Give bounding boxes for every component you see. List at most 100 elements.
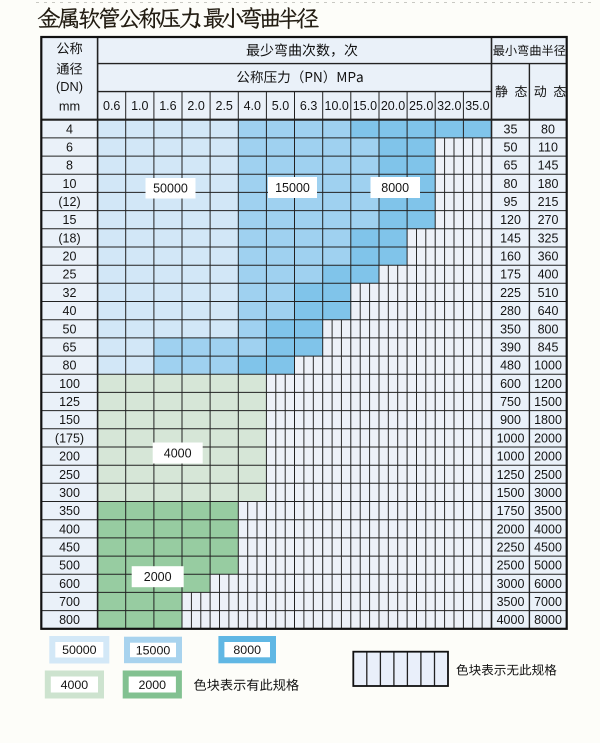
svg-text:390: 390: [500, 341, 521, 355]
svg-text:180: 180: [538, 177, 559, 191]
svg-text:150: 150: [59, 413, 80, 427]
svg-text:(12): (12): [58, 195, 80, 209]
svg-text:145: 145: [538, 159, 559, 173]
svg-text:65: 65: [63, 341, 77, 355]
svg-text:360: 360: [538, 250, 559, 264]
svg-text:15000: 15000: [275, 181, 310, 195]
svg-text:65: 65: [504, 159, 518, 173]
svg-text:25.0: 25.0: [409, 99, 433, 113]
svg-text:900: 900: [500, 413, 521, 427]
svg-text:225: 225: [500, 286, 521, 300]
svg-text:300: 300: [59, 486, 80, 500]
svg-text:120: 120: [500, 213, 521, 227]
svg-text:50: 50: [63, 322, 77, 336]
svg-text:1250: 1250: [497, 468, 525, 482]
svg-text:2.5: 2.5: [216, 99, 233, 113]
svg-text:400: 400: [59, 522, 80, 536]
svg-text:1750: 1750: [497, 504, 525, 518]
svg-text:8000: 8000: [233, 643, 261, 657]
svg-text:1000: 1000: [497, 431, 525, 445]
svg-text:7000: 7000: [534, 595, 562, 609]
svg-text:1000: 1000: [534, 359, 562, 373]
svg-text:(175): (175): [55, 431, 84, 445]
svg-text:32: 32: [63, 286, 77, 300]
svg-text:15000: 15000: [136, 643, 171, 657]
svg-text:6: 6: [66, 141, 73, 155]
svg-text:95: 95: [504, 195, 518, 209]
svg-text:35.0: 35.0: [465, 99, 489, 113]
svg-text:4000: 4000: [497, 613, 525, 627]
svg-text:200: 200: [59, 450, 80, 464]
svg-text:3000: 3000: [534, 486, 562, 500]
svg-text:2000: 2000: [497, 522, 525, 536]
svg-text:20: 20: [63, 250, 77, 264]
svg-text:2000: 2000: [534, 431, 562, 445]
svg-text:80: 80: [63, 359, 77, 373]
svg-text:40: 40: [63, 304, 77, 318]
svg-text:1200: 1200: [534, 377, 562, 391]
svg-text:8: 8: [66, 159, 73, 173]
svg-text:2000: 2000: [144, 570, 172, 584]
svg-text:4000: 4000: [61, 678, 89, 692]
svg-text:2000: 2000: [139, 678, 167, 692]
svg-text:4000: 4000: [534, 522, 562, 536]
svg-text:15: 15: [63, 213, 77, 227]
svg-text:350: 350: [59, 504, 80, 518]
svg-text:1.0: 1.0: [131, 99, 148, 113]
svg-text:480: 480: [500, 359, 521, 373]
svg-text:2250: 2250: [497, 541, 525, 555]
svg-text:600: 600: [500, 377, 521, 391]
svg-text:1.6: 1.6: [159, 99, 176, 113]
svg-text:2500: 2500: [497, 559, 525, 573]
svg-text:600: 600: [59, 577, 80, 591]
svg-text:2.0: 2.0: [187, 99, 204, 113]
svg-text:15.0: 15.0: [353, 99, 377, 113]
svg-text:8000: 8000: [534, 613, 562, 627]
svg-text:0.6: 0.6: [103, 99, 120, 113]
svg-text:325: 325: [538, 231, 559, 245]
svg-text:750: 750: [500, 395, 521, 409]
svg-text:1800: 1800: [534, 413, 562, 427]
svg-text:35: 35: [504, 122, 518, 136]
svg-text:145: 145: [500, 231, 521, 245]
svg-text:450: 450: [59, 541, 80, 555]
svg-text:100: 100: [59, 377, 80, 391]
svg-text:215: 215: [538, 195, 559, 209]
svg-text:110: 110: [538, 141, 558, 155]
svg-text:1500: 1500: [497, 486, 525, 500]
svg-text:25: 25: [63, 268, 77, 282]
svg-text:700: 700: [59, 595, 80, 609]
svg-text:4000: 4000: [164, 446, 192, 460]
svg-text:1500: 1500: [534, 395, 562, 409]
svg-text:(DN): (DN): [56, 79, 83, 94]
svg-text:845: 845: [538, 341, 559, 355]
svg-text:270: 270: [538, 213, 559, 227]
svg-text:80: 80: [541, 122, 555, 136]
svg-text:50000: 50000: [62, 643, 97, 657]
svg-text:4: 4: [66, 122, 73, 136]
svg-text:640: 640: [538, 304, 559, 318]
svg-text:1000: 1000: [497, 450, 525, 464]
svg-text:2500: 2500: [534, 468, 562, 482]
svg-text:250: 250: [59, 468, 80, 482]
svg-text:4500: 4500: [534, 541, 562, 555]
svg-text:500: 500: [59, 559, 80, 573]
svg-text:350: 350: [500, 322, 521, 336]
svg-text:32.0: 32.0: [437, 99, 461, 113]
svg-text:3500: 3500: [534, 504, 562, 518]
svg-text:4.0: 4.0: [244, 99, 261, 113]
svg-text:20.0: 20.0: [381, 99, 405, 113]
svg-text:10: 10: [63, 177, 77, 191]
svg-text:2000: 2000: [534, 450, 562, 464]
svg-text:10.0: 10.0: [325, 99, 349, 113]
svg-text:80: 80: [504, 177, 518, 191]
svg-text:800: 800: [59, 613, 80, 627]
svg-text:800: 800: [538, 322, 559, 336]
svg-text:(18): (18): [58, 231, 80, 245]
svg-text:3000: 3000: [497, 577, 525, 591]
svg-text:5000: 5000: [534, 559, 562, 573]
svg-text:50: 50: [504, 141, 518, 155]
svg-text:160: 160: [500, 250, 521, 264]
svg-text:50000: 50000: [153, 182, 188, 196]
svg-text:6000: 6000: [534, 577, 562, 591]
